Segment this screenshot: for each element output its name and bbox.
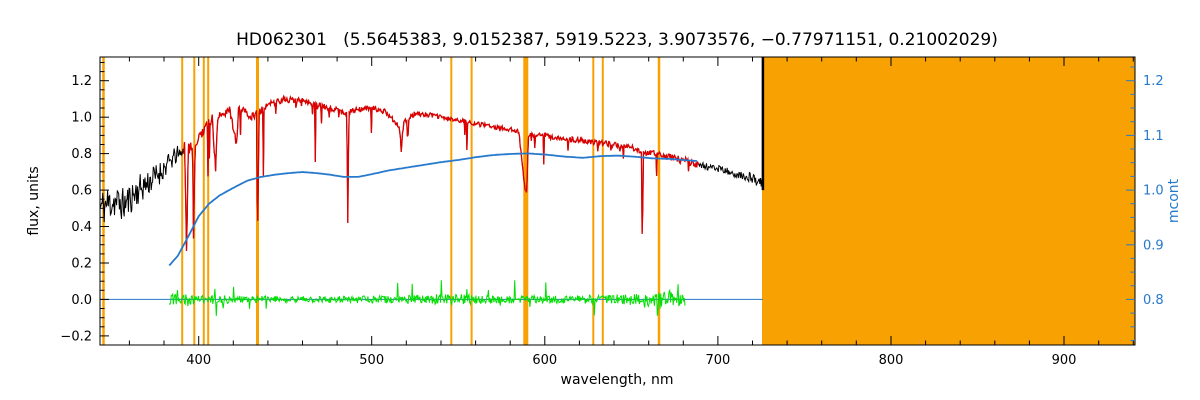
x-tick-label: 400 [186,353,211,368]
series-residuals [168,280,686,316]
x-tick-label: 800 [879,353,904,368]
y-left-axis-label: flux, units [26,166,42,235]
y-left-tick-label: 0.8 [71,147,92,162]
x-tick-label: 600 [532,353,557,368]
x-tick-label: 500 [359,353,384,368]
series-fitted-spectrum [183,94,700,252]
chart-title: HD062301 (5.5645383, 9.0152387, 5919.522… [236,30,998,50]
x-tick-label: 900 [1052,353,1077,368]
y-left-tick-label: 1.2 [71,74,92,89]
series-mcont-continuum [168,152,698,267]
plot-frame [99,56,1136,346]
y-right-tick-label: 0.9 [1143,238,1164,253]
y-right-tick-label: 0.8 [1143,293,1164,308]
y-left-tick-label: 0.4 [71,220,92,235]
y-left-tick-label: 0.2 [71,257,92,272]
axes-layer: 400 500 600 700 800 900 −0.2 0.0 0.2 0.4 0.6 0.8 1.0… [60,56,1164,368]
y-left-tick-label: 0.6 [71,184,92,199]
y-left-tick-label: 1.0 [71,111,92,126]
y-left-tick-label: 0.0 [71,293,92,308]
x-tick-label: 700 [705,353,730,368]
y-left-tick-label: −0.2 [60,329,92,344]
x-axis-label: wavelength, nm [561,372,674,388]
series-observed-spectrum [99,94,763,252]
y-right-tick-label: 1.0 [1143,184,1164,199]
background-layer [102,57,1135,345]
y-right-tick-label: 1.1 [1143,129,1164,144]
series-layer [99,57,765,316]
masked-region [762,57,1135,345]
y-right-tick-label: 1.2 [1143,74,1164,89]
y-right-axis-label: mcont [1166,178,1182,223]
